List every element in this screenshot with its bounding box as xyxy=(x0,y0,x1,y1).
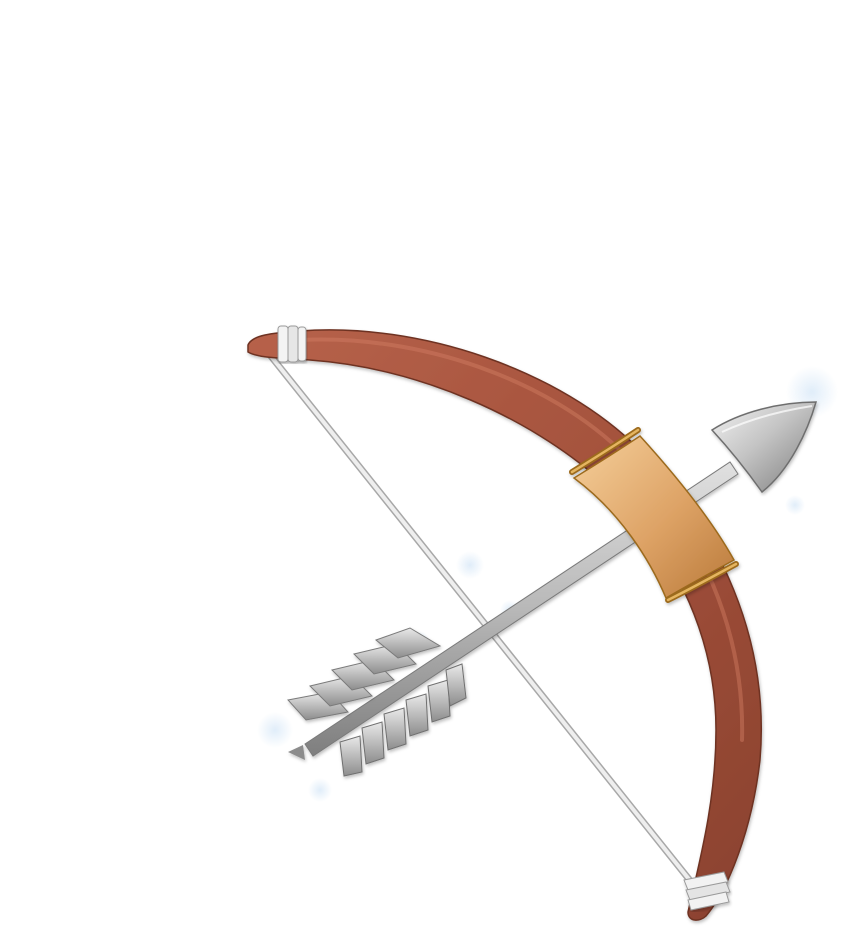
top-binding xyxy=(277,325,307,363)
arrowhead xyxy=(710,401,817,494)
arrow-fletching xyxy=(287,627,467,777)
bottom-binding xyxy=(683,871,731,911)
bow-grip xyxy=(569,427,739,603)
